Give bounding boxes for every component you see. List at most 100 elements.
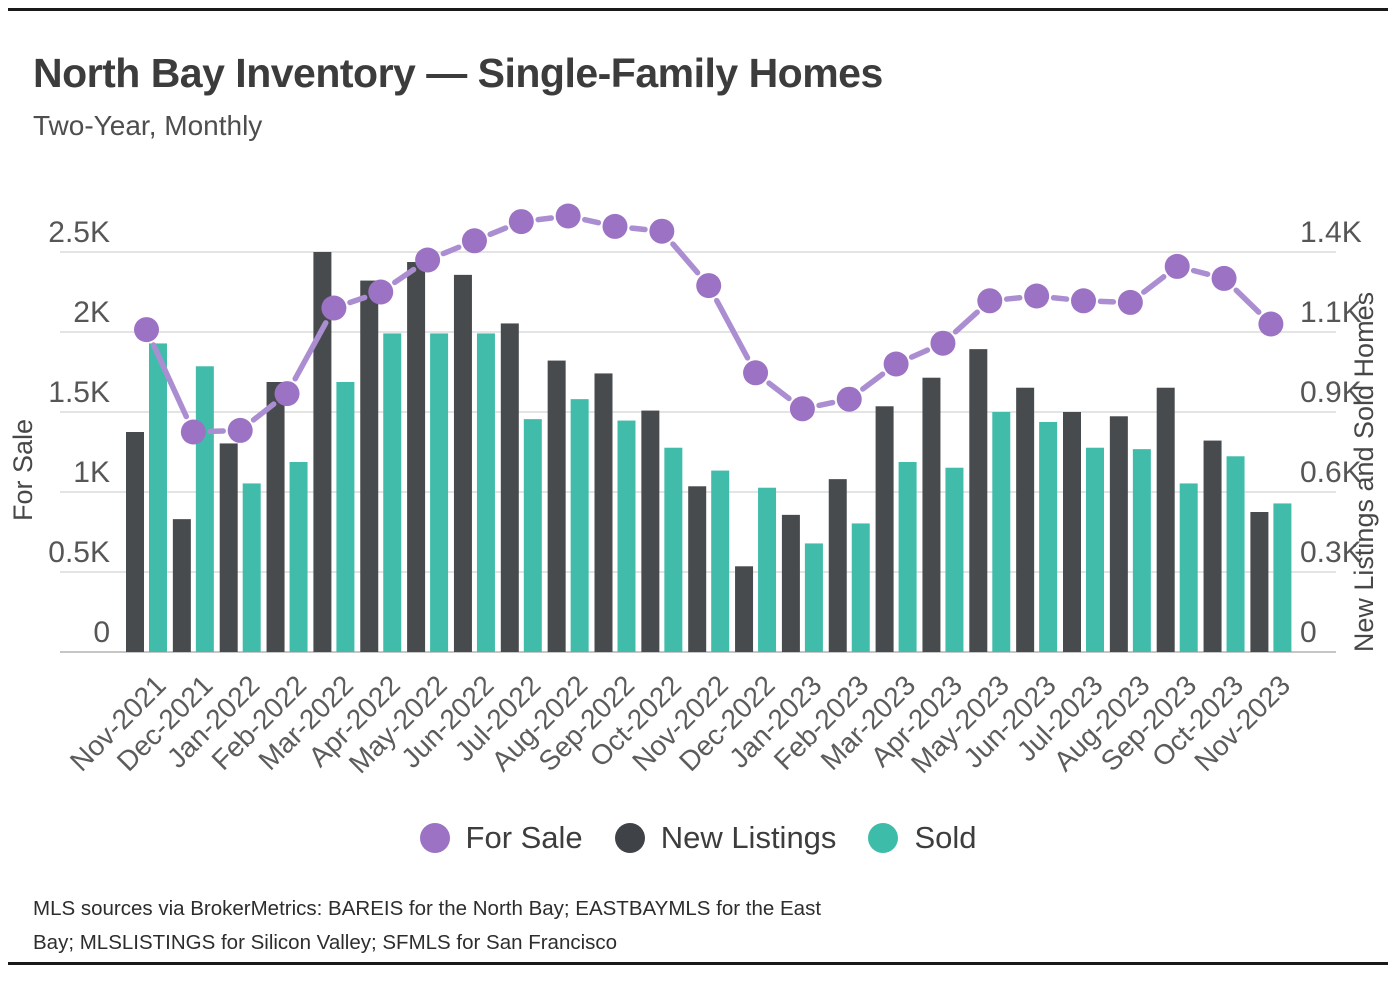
- for-sale-point-Feb-2023: [837, 387, 862, 412]
- for-sale-point-Aug-2023: [1118, 290, 1143, 315]
- bottom-border-rule: [8, 962, 1388, 965]
- for-sale-line-segment: [912, 350, 928, 357]
- new-listings-bar-Feb-2023: [829, 479, 847, 652]
- new-listings-bar-Aug-2023: [1110, 416, 1128, 652]
- new-listings-bar-Oct-2023: [1204, 441, 1222, 652]
- new-listings-bar-Jul-2023: [1063, 412, 1081, 652]
- legend-label-new-listings: New Listings: [661, 820, 837, 856]
- for-sale-point-Apr-2023: [930, 331, 955, 356]
- sold-bar-Jul-2022: [524, 419, 542, 652]
- left-axis-tick: 2.5K: [48, 216, 110, 249]
- sold-bar-Oct-2023: [1227, 456, 1245, 652]
- for-sale-line-segment: [1054, 298, 1067, 299]
- for-sale-line-segment: [585, 220, 599, 223]
- legend-label-sold: Sold: [914, 820, 976, 856]
- sold-bar-Mar-2022: [336, 382, 354, 652]
- for-sale-point-Nov-2021: [134, 317, 159, 342]
- right-axis-title: New Listings and Sold Homes: [1349, 292, 1379, 652]
- for-sale-line-segment: [1194, 271, 1208, 275]
- for-sale-point-Mar-2022: [321, 296, 346, 321]
- left-axis-tick: 1.5K: [48, 376, 110, 409]
- left-axis-tick: 1K: [73, 456, 110, 489]
- sold-bar-May-2022: [430, 333, 448, 652]
- new-listings-bar-Jan-2022: [220, 443, 238, 652]
- legend-label-for-sale: For Sale: [466, 820, 583, 856]
- new-listings-bar-May-2022: [407, 262, 425, 652]
- sold-bar-Feb-2023: [852, 523, 870, 652]
- for-sale-point-Mar-2023: [884, 352, 909, 377]
- new-listings-bar-May-2023: [969, 349, 987, 652]
- right-axis-tick: 0: [1300, 616, 1317, 649]
- left-axis-tick: 2K: [73, 296, 110, 329]
- sold-bar-May-2023: [992, 412, 1010, 652]
- left-axis-title: For Sale: [8, 419, 38, 521]
- new-listings-bar-Mar-2023: [876, 406, 894, 652]
- sold-bar-Nov-2022: [711, 471, 729, 652]
- for-sale-line-segment: [769, 383, 789, 398]
- for-sale-point-Aug-2022: [556, 204, 581, 229]
- for-sale-point-May-2023: [977, 288, 1002, 313]
- sold-bar-Apr-2023: [945, 468, 963, 652]
- sold-bar-Jul-2023: [1086, 448, 1104, 652]
- sold-bar-Mar-2023: [899, 462, 917, 652]
- left-axis-tick: 0.5K: [48, 536, 110, 569]
- for-sale-point-May-2022: [415, 248, 440, 273]
- sold-bar-Jan-2022: [243, 483, 261, 652]
- source-note: MLS sources via BrokerMetrics: BAREIS fo…: [33, 892, 821, 960]
- sold-bar-Dec-2021: [196, 366, 214, 652]
- sold-bar-Feb-2022: [290, 462, 308, 652]
- sold-swatch-icon: [868, 823, 898, 853]
- source-note-line-1: MLS sources via BrokerMetrics: BAREIS fo…: [33, 892, 821, 926]
- new-listings-bar-Jun-2023: [1016, 388, 1034, 652]
- new-listings-bar-Nov-2022: [688, 486, 706, 652]
- for-sale-line-segment: [1144, 277, 1164, 292]
- for-sale-point-Jan-2023: [790, 396, 815, 421]
- source-note-line-2: Bay; MLSLISTINGS for Silicon Valley; SFM…: [33, 926, 821, 960]
- new-listings-bar-Nov-2021: [126, 432, 144, 652]
- left-axis-tick: 0: [93, 616, 110, 649]
- new-listings-bar-Sep-2022: [595, 373, 613, 652]
- for-sale-point-Apr-2022: [368, 280, 393, 305]
- new-listings-bar-Jul-2022: [501, 323, 519, 652]
- for-sale-point-Jun-2023: [1024, 284, 1049, 309]
- for-sale-line-segment: [490, 228, 505, 234]
- sold-bar-Nov-2023: [1273, 503, 1291, 652]
- for-sale-line-segment: [863, 374, 883, 389]
- new-listings-bar-Jun-2022: [454, 275, 472, 652]
- sold-bar-Oct-2022: [664, 448, 682, 652]
- for-sale-point-Oct-2023: [1212, 266, 1237, 291]
- new-listings-bar-Nov-2023: [1250, 512, 1268, 652]
- for-sale-point-Jun-2022: [462, 228, 487, 253]
- for-sale-line-segment: [1236, 290, 1258, 312]
- new-listings-bar-Aug-2022: [548, 361, 566, 652]
- sold-bar-Jun-2022: [477, 333, 495, 652]
- new-listings-bar-Dec-2021: [173, 519, 191, 652]
- sold-bar-Apr-2022: [383, 333, 401, 652]
- for-sale-line-segment: [819, 403, 833, 406]
- new-listings-bar-Jan-2023: [782, 515, 800, 652]
- new-listings-bar-Oct-2022: [641, 411, 659, 652]
- new-listings-swatch-icon: [615, 823, 645, 853]
- for-sale-point-Oct-2022: [649, 219, 674, 244]
- for-sale-point-Nov-2023: [1258, 312, 1283, 337]
- for-sale-point-Nov-2022: [696, 273, 721, 298]
- for-sale-point-Jan-2022: [228, 418, 253, 443]
- chart-legend: For Sale New Listings Sold: [0, 820, 1396, 856]
- for-sale-line-segment: [538, 218, 551, 220]
- sold-bar-Dec-2022: [758, 488, 776, 652]
- for-sale-point-Feb-2022: [275, 381, 300, 406]
- new-listings-bar-Dec-2022: [735, 566, 753, 652]
- legend-item-new-listings: New Listings: [615, 820, 837, 856]
- for-sale-point-Jul-2023: [1071, 288, 1096, 313]
- legend-item-sold: Sold: [868, 820, 976, 856]
- new-listings-bar-Apr-2022: [360, 281, 378, 652]
- sold-bar-Aug-2023: [1133, 449, 1151, 652]
- sold-bar-Jun-2023: [1039, 422, 1057, 652]
- for-sale-point-Sep-2023: [1165, 254, 1190, 279]
- legend-item-for-sale: For Sale: [420, 820, 583, 856]
- sold-bar-Sep-2023: [1180, 483, 1198, 652]
- for-sale-line-segment: [1007, 298, 1020, 299]
- for-sale-line-segment: [673, 244, 698, 273]
- for-sale-line-segment: [956, 312, 978, 332]
- for-sale-swatch-icon: [420, 823, 450, 853]
